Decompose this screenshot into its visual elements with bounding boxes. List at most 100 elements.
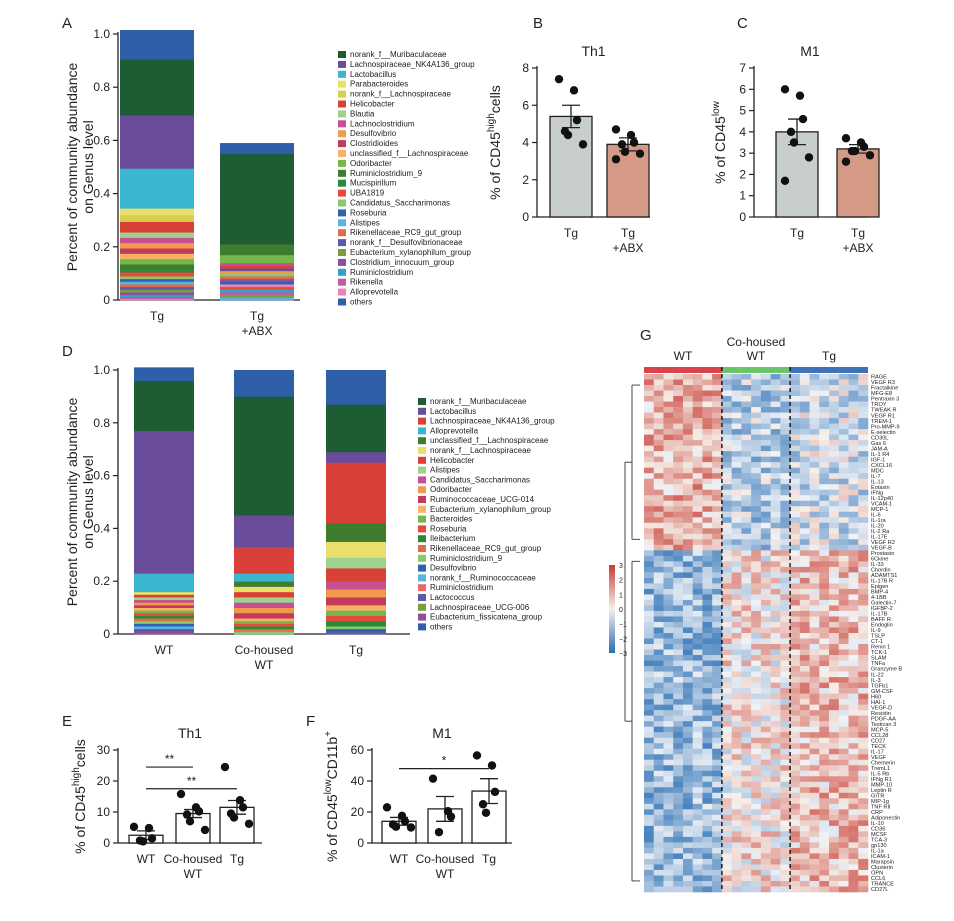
heatmap-cell: [673, 572, 684, 579]
heatmap-cell: [741, 842, 752, 849]
heatmap-cell: [702, 765, 713, 772]
heatmap-cell: [770, 506, 781, 513]
panel-c-y-label-sup: low: [711, 100, 722, 116]
heatmap-cell: [780, 528, 791, 535]
heatmap-cell: [731, 787, 742, 794]
heatmap-cell: [682, 792, 693, 799]
heatmap-cell: [809, 550, 820, 557]
panel-d-bar-segment: [134, 620, 194, 624]
heatmap-cell: [838, 842, 849, 849]
heatmap-cell: [644, 495, 655, 502]
heatmap-cell: [702, 825, 713, 832]
heatmap-cell: [663, 803, 674, 810]
heatmap-cell: [702, 407, 713, 413]
heatmap-cell: [848, 798, 859, 805]
heatmap-cell: [731, 809, 742, 816]
heatmap-cell: [682, 787, 693, 794]
heatmap-cell: [702, 588, 713, 595]
heatmap-row-label: IL-17: [871, 749, 884, 755]
heatmap-cell: [799, 495, 810, 502]
heatmap-cell: [770, 599, 781, 606]
heatmap-cell: [809, 418, 820, 424]
heatmap-cell: [702, 671, 713, 678]
heatmap-cell: [809, 374, 820, 380]
heatmap-cell: [829, 842, 840, 849]
heatmap-cell: [692, 886, 703, 893]
heatmap-cell: [760, 473, 771, 480]
heatmap-cell: [829, 787, 840, 794]
heatmap-cell: [819, 484, 830, 491]
heatmap-cell: [838, 429, 849, 435]
panel-b-ytick-label: 4: [522, 136, 529, 150]
heatmap-cell: [712, 688, 723, 694]
heatmap-cell: [731, 588, 742, 595]
heatmap-cell: [829, 473, 840, 480]
panel-a-bar-segment: [120, 272, 194, 277]
heatmap-colorbar-label: −3: [619, 651, 627, 658]
heatmap-cell: [760, 869, 771, 876]
heatmap-cell: [760, 638, 771, 645]
heatmap-cell: [858, 489, 869, 496]
heatmap-cell: [663, 798, 674, 805]
heatmap-cell: [712, 561, 723, 568]
heatmap-cell: [702, 748, 713, 755]
heatmap-cell: [770, 517, 781, 524]
heatmap-row-label: CCL28: [871, 733, 888, 739]
heatmap-cell: [829, 561, 840, 568]
heatmap-cell: [741, 671, 752, 678]
heatmap-cell: [799, 588, 810, 595]
heatmap-row-label: IL-1ra: [871, 518, 887, 524]
heatmap-cell: [809, 809, 820, 816]
panel-d-y-label-line: on Genus level: [80, 455, 96, 548]
panel-d-legend-swatch: [418, 584, 426, 592]
panel-a-ytick-label: 0: [103, 293, 110, 307]
panel-letter-d: D: [62, 343, 73, 360]
heatmap-cell: [653, 836, 664, 843]
panel-c-data-point: [859, 142, 869, 151]
heatmap-cell: [858, 517, 869, 524]
heatmap-cell: [848, 605, 859, 612]
heatmap-cell: [838, 715, 849, 722]
heatmap-cell: [741, 385, 752, 391]
heatmap-cell: [663, 517, 674, 524]
heatmap-cell: [692, 880, 703, 887]
heatmap-row-label: RAGE: [871, 375, 887, 381]
heatmap-row-label: TWEAK R: [871, 408, 896, 414]
heatmap-cell: [731, 754, 742, 761]
heatmap-cell: [770, 682, 781, 689]
heatmap-cell: [790, 473, 801, 480]
panel-d-legend-label: Lachnospiraceae_NK4A136_group: [430, 417, 555, 426]
heatmap-cell: [721, 869, 732, 876]
heatmap-cell: [702, 478, 713, 485]
heatmap-cell: [858, 506, 869, 513]
heatmap-cell: [858, 555, 869, 562]
heatmap-cell: [838, 467, 849, 474]
heatmap-cell: [799, 528, 810, 535]
heatmap-cell: [731, 566, 742, 573]
heatmap-cell: [712, 853, 723, 860]
heatmap-cell: [819, 517, 830, 524]
heatmap-cell: [731, 429, 742, 435]
heatmap-cell: [682, 825, 693, 832]
heatmap-cell: [858, 440, 869, 446]
heatmap-cell: [712, 588, 723, 595]
panel-d-bar-segment: [134, 618, 194, 622]
heatmap-cell: [780, 401, 791, 408]
heatmap-cell: [751, 599, 762, 606]
heatmap-cell: [751, 539, 762, 546]
heatmap-cell: [644, 522, 655, 529]
heatmap-cell: [721, 875, 732, 882]
panel-d-ytick-label: 0.8: [93, 416, 110, 430]
heatmap-cell: [721, 412, 732, 419]
panel-d-bar-segment: [326, 620, 386, 627]
heatmap-cell: [663, 588, 674, 595]
heatmap-cell: [741, 682, 752, 689]
heatmap-cell: [799, 655, 810, 661]
heatmap-cell: [858, 544, 869, 551]
heatmap-cell: [682, 489, 693, 496]
heatmap-cell: [858, 765, 869, 772]
heatmap-cell: [751, 522, 762, 529]
panel-c-data-point: [780, 85, 790, 94]
heatmap-cell: [653, 412, 664, 419]
heatmap-cell: [702, 880, 713, 887]
